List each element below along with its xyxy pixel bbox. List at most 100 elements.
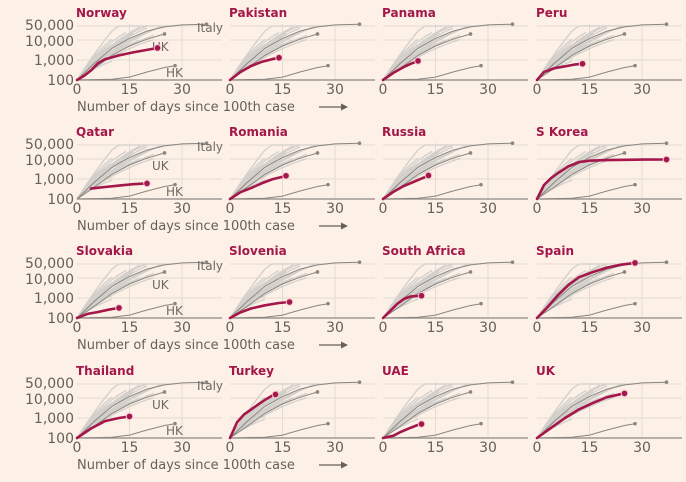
highlight-endpoint: [282, 171, 290, 180]
x-tick-label: 30: [633, 320, 651, 336]
x-tick-label: 15: [121, 440, 139, 456]
panel-uae: 0 15 30 UAE: [379, 364, 528, 456]
panel-title: S Korea: [536, 125, 588, 139]
x-tick-label: 30: [479, 201, 497, 217]
reference-line-italy: [536, 261, 667, 319]
background-country-line: [536, 383, 635, 439]
reference-endpoint-italy: [204, 380, 209, 384]
reference-endpoint-italy: [664, 260, 669, 264]
reference-endpoint-italy: [357, 380, 362, 384]
background-country-line: [229, 405, 259, 439]
highlight-line: [228, 56, 281, 82]
highlight-endpoint: [631, 259, 639, 267]
background-country-line: [229, 383, 328, 439]
panel-south-africa: 0 15 30 South Africa: [379, 244, 528, 336]
panel-slovenia: 0 15 30 Slovenia: [226, 244, 375, 336]
reference-endpoint-hk: [479, 63, 483, 68]
reference-label-uk: UK: [152, 159, 170, 173]
arrow-head-icon: [341, 341, 348, 349]
reference-line-italy: [76, 23, 207, 81]
panel-s-korea: 0 15 30 S Korea: [533, 125, 682, 217]
reference-endpoint-italy: [204, 22, 209, 26]
background-country-line: [382, 151, 440, 200]
highlight-line: [89, 182, 149, 190]
reference-line-hk: [536, 423, 636, 439]
x-tick-label: 15: [274, 201, 292, 217]
x-tick-label: 30: [326, 320, 344, 336]
x-tick-label: 15: [581, 201, 599, 217]
background-country-line: [382, 390, 440, 439]
background-country-line: [76, 32, 134, 81]
panel-title: Romania: [229, 125, 288, 139]
x-tick-label: 0: [73, 440, 82, 456]
y-tick-label: 50,000: [25, 376, 74, 392]
y-tick-label: 1,000: [34, 411, 74, 427]
reference-label-uk: UK: [152, 398, 170, 412]
y-tick-label: 100: [47, 73, 74, 89]
reference-line-hk: [76, 184, 176, 200]
x-tick-label: 0: [73, 320, 82, 336]
background-country-line: [76, 47, 106, 81]
reference-line-uk: [229, 391, 318, 439]
reference-endpoint-hk: [326, 421, 330, 426]
y-tick-label: 50,000: [25, 137, 74, 153]
x-tick-label: 0: [226, 201, 235, 217]
reference-endpoint-italy: [357, 141, 362, 145]
reference-endpoint-hk: [173, 421, 177, 426]
reference-endpoint-italy: [510, 380, 515, 384]
panel-title: Norway: [76, 6, 127, 20]
reference-endpoint-hk: [633, 301, 637, 306]
y-tick-label: 50,000: [25, 18, 74, 34]
x-tick-label: 0: [73, 82, 82, 98]
x-tick-label: 15: [121, 320, 139, 336]
reference-endpoint-hk: [173, 182, 177, 187]
background-country-line: [229, 47, 259, 81]
x-tick-label: 15: [274, 320, 292, 336]
highlight-line: [381, 294, 423, 320]
highlight-endpoint: [417, 291, 426, 300]
reference-label-hk: HK: [166, 185, 184, 199]
background-country-line: [382, 47, 412, 81]
panel-title: Russia: [382, 125, 426, 139]
panel-title: Spain: [536, 244, 574, 258]
highlight-endpoint: [285, 298, 294, 306]
reference-line-italy: [536, 23, 667, 81]
x-tick-label: 30: [479, 82, 497, 98]
background-country-line: [536, 25, 635, 81]
reference-endpoint-hk: [633, 63, 637, 68]
panel-title: Turkey: [229, 364, 274, 378]
highlight-endpoint: [578, 59, 587, 68]
highlight-line: [228, 300, 291, 320]
highlight-endpoint: [271, 390, 280, 399]
highlight-line: [381, 59, 420, 82]
reference-endpoint-hk: [479, 301, 483, 306]
x-tick-label: 30: [173, 201, 191, 217]
reference-endpoint-uk: [622, 151, 627, 155]
highlight-endpoint: [115, 304, 123, 312]
background-country-line: [536, 383, 635, 439]
reference-line-italy: [229, 23, 360, 81]
background-country-line: [229, 383, 328, 439]
reference-line-hk: [229, 303, 329, 319]
reference-line-italy: [382, 381, 513, 439]
y-tick-label: 10,000: [25, 34, 74, 50]
reference-endpoint-italy: [510, 141, 515, 145]
arrow-head-icon: [341, 222, 348, 230]
background-country-line: [229, 263, 328, 319]
reference-line-hk: [229, 65, 329, 81]
reference-line-hk: [536, 65, 636, 81]
background-country-line: [536, 263, 635, 319]
reference-line-italy: [229, 142, 360, 200]
panel-title: Thailand: [76, 364, 134, 378]
highlight-endpoint: [417, 420, 426, 428]
highlight-endpoint: [424, 171, 433, 180]
x-tick-label: 0: [226, 320, 235, 336]
reference-endpoint-uk: [622, 32, 627, 36]
highlight-endpoint: [620, 389, 629, 398]
panel-norway: ItalyUKHK01530Norway1001,00010,00050,000…: [25, 6, 348, 115]
reference-line-italy: [76, 381, 207, 439]
reference-endpoint-italy: [357, 260, 362, 264]
background-country-line: [76, 390, 134, 439]
reference-label-italy: Italy: [197, 140, 223, 154]
reference-line-uk: [76, 271, 165, 319]
